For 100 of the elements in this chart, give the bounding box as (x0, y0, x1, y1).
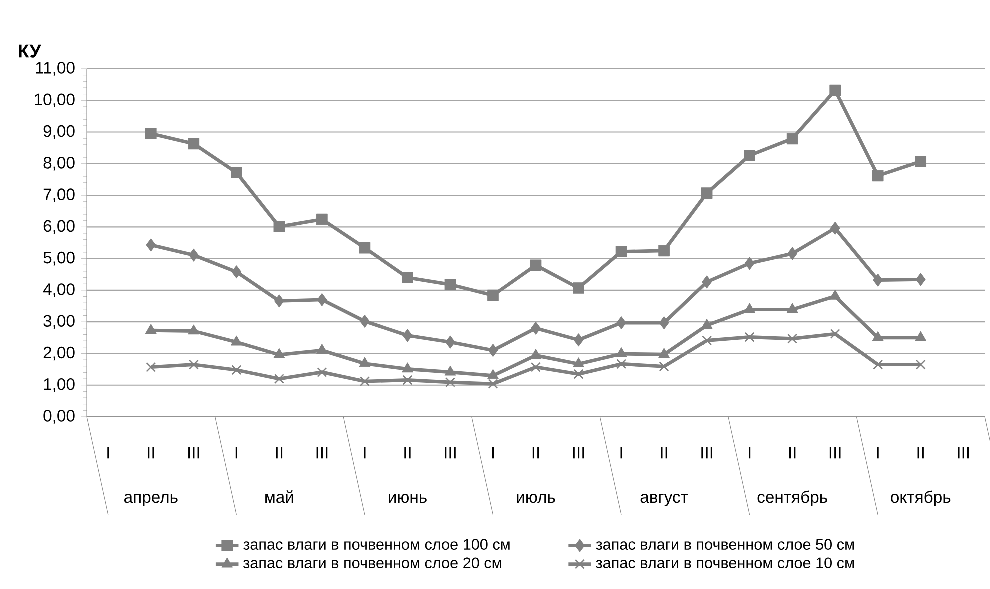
x-tick-label: III (316, 447, 328, 459)
point (616, 316, 626, 330)
point (574, 369, 584, 380)
point (744, 257, 755, 270)
x-tick-label: II (404, 447, 411, 459)
point (488, 369, 499, 380)
point (616, 348, 628, 358)
point (873, 274, 884, 287)
x-tick-label: I (108, 447, 110, 459)
x-tick-label: I (236, 447, 238, 459)
point (402, 362, 414, 373)
point (616, 359, 627, 370)
point (360, 314, 370, 328)
y-tick-label: 2,00 (44, 346, 75, 361)
point (702, 336, 712, 346)
point (786, 133, 798, 145)
x-tick-label: III (958, 447, 970, 459)
x-tick-label: II (661, 447, 668, 459)
point (701, 319, 713, 329)
point (188, 138, 200, 150)
point (444, 366, 456, 376)
text: июнь (389, 494, 427, 504)
point (488, 344, 498, 358)
y-tick-label: 1,00 (44, 378, 75, 392)
text: апрель (124, 494, 178, 506)
point (274, 374, 284, 384)
text: июль (517, 494, 556, 504)
y-tick-label: 0,00 (44, 410, 75, 424)
point (317, 367, 328, 378)
point (658, 245, 670, 257)
point (145, 128, 157, 140)
y-tick-label: 7,00 (44, 188, 75, 202)
point (916, 273, 926, 286)
point (188, 360, 199, 370)
x-tick-label: I (364, 447, 366, 459)
point (359, 357, 371, 368)
x-tick-label: II (918, 447, 924, 459)
point (232, 365, 242, 376)
point (744, 303, 756, 314)
point (915, 331, 926, 342)
legend-label: запас влаги в почвенном слое 100 см (244, 539, 510, 550)
y-tick-label: 10,00 (35, 94, 75, 108)
point (574, 334, 584, 347)
y-axis-title: КУ (19, 44, 42, 58)
point (830, 329, 840, 340)
point (359, 242, 371, 254)
point (231, 167, 242, 178)
y-tick-label: 5,00 (44, 252, 75, 266)
x-tick-label: III (702, 447, 712, 459)
x-tick-label: III (188, 447, 200, 459)
point (402, 272, 414, 284)
point (231, 336, 242, 346)
point (188, 324, 200, 335)
point (530, 362, 542, 372)
point (872, 170, 884, 182)
point (488, 290, 499, 302)
point (446, 336, 456, 349)
point (360, 376, 370, 387)
point (873, 360, 884, 370)
point (916, 360, 926, 370)
point (444, 279, 456, 290)
point (915, 156, 927, 168)
point (146, 238, 156, 252)
point (402, 329, 413, 342)
point (274, 221, 286, 233)
point (146, 324, 157, 334)
point (232, 266, 242, 279)
legend-label: запас влаги в почвенном слое 20 см (244, 558, 502, 569)
point (830, 84, 841, 96)
text: сентябрь (758, 490, 828, 506)
x-tick-label: I (877, 447, 879, 459)
text: октябрь (891, 490, 951, 506)
x-tick-label: III (573, 447, 584, 459)
point (786, 303, 798, 314)
x-tick-label: II (532, 447, 540, 459)
point (616, 246, 628, 258)
point (659, 316, 670, 330)
x-tick-label: I (620, 447, 622, 459)
x-tick-label: I (749, 447, 751, 459)
y-tick-label: 3,00 (44, 315, 75, 329)
y-tick-label: 6,00 (44, 220, 75, 234)
text: май (266, 490, 294, 504)
text: август (640, 494, 688, 506)
point (744, 150, 756, 162)
point (188, 248, 199, 262)
y-tick-label: 9,00 (44, 125, 75, 140)
point (573, 282, 584, 294)
point (146, 362, 156, 372)
y-tick-label: 11,00 (36, 62, 75, 76)
legend-label: запас влаги в почвенном слое 50 см (596, 539, 854, 550)
point (701, 188, 713, 199)
x-tick-label: II (148, 447, 154, 459)
point (744, 332, 755, 342)
point (445, 378, 456, 388)
point (702, 276, 712, 289)
x-tick-label: I (492, 447, 494, 459)
point (659, 362, 670, 372)
point (274, 294, 284, 308)
point (830, 290, 841, 300)
x-tick-label: II (276, 447, 283, 459)
